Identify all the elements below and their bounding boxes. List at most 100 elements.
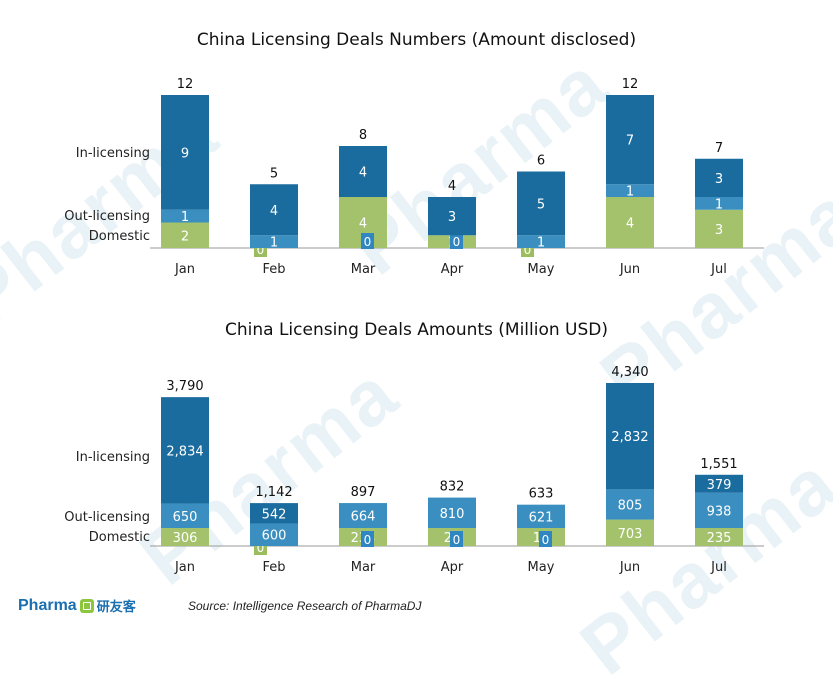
data-label: 1 xyxy=(715,197,723,212)
total-label: 6 xyxy=(537,154,545,169)
bar-segment xyxy=(606,383,654,490)
category-label: Jul xyxy=(710,262,727,277)
total-label: 1,551 xyxy=(700,457,737,472)
data-label: 306 xyxy=(173,531,198,546)
total-label: 5 xyxy=(270,166,278,181)
legend-label: Out-licensing xyxy=(64,510,150,525)
data-label: 3 xyxy=(448,210,456,225)
data-label: 4 xyxy=(359,217,367,232)
data-label: 2,832 xyxy=(611,430,648,445)
data-label: 235 xyxy=(707,531,732,546)
bar-segment xyxy=(606,519,654,546)
category-label: Feb xyxy=(262,262,285,277)
total-label: 8 xyxy=(359,128,367,143)
bar-segment xyxy=(161,209,209,223)
legend-label: Domestic xyxy=(89,229,150,244)
legend-label: In-licensing xyxy=(76,450,150,465)
bar-segment xyxy=(161,528,209,546)
data-label: 664 xyxy=(351,510,376,525)
logo-icon xyxy=(79,598,94,613)
chart-title: China Licensing Deals Amounts (Million U… xyxy=(224,320,609,340)
bar-segment xyxy=(695,158,743,197)
zero-badge xyxy=(361,531,374,547)
logo-text: Pharma xyxy=(18,596,77,614)
data-label: 3 xyxy=(715,172,723,187)
data-label: 0 xyxy=(257,243,265,257)
total-label: 3,790 xyxy=(166,379,203,394)
total-label: 897 xyxy=(351,485,376,500)
category-label: May xyxy=(528,262,555,277)
data-label: 3 xyxy=(715,223,723,238)
category-label: Apr xyxy=(441,262,464,277)
bar-segment xyxy=(606,489,654,520)
data-label: 5 xyxy=(537,197,545,212)
zero-badge xyxy=(361,233,374,249)
category-label: Jul xyxy=(710,560,727,575)
logo-cn-text: 研友客 xyxy=(96,600,136,615)
data-label: 703 xyxy=(618,527,643,542)
bar-segment xyxy=(695,492,743,528)
bar-segment xyxy=(695,528,743,546)
data-label: 0 xyxy=(257,541,265,555)
data-label: 542 xyxy=(262,507,287,522)
bar-segment xyxy=(161,503,209,528)
bar-segment xyxy=(250,523,298,546)
logo: Pharma 研友客 xyxy=(18,596,136,616)
data-label: 938 xyxy=(707,504,732,519)
chart-title: China Licensing Deals Numbers (Amount di… xyxy=(196,30,637,50)
infographic: Pharma Pharma Pharma Pharma Pharma China… xyxy=(0,30,833,692)
data-label: 7 xyxy=(626,134,634,149)
category-label: Jan xyxy=(174,560,195,575)
data-label: 621 xyxy=(529,510,554,525)
data-label: 810 xyxy=(440,507,465,522)
category-label: May xyxy=(528,560,555,575)
data-label: 805 xyxy=(618,498,643,513)
data-label: 1 xyxy=(626,185,634,200)
bar-segment xyxy=(339,146,387,197)
data-label: 2 xyxy=(181,229,189,244)
category-label: Jun xyxy=(619,560,640,575)
bar-segment xyxy=(428,497,476,528)
total-label: 4 xyxy=(448,179,456,194)
zero-badge xyxy=(450,233,463,249)
data-label: 0 xyxy=(542,533,550,547)
bar-segment xyxy=(517,171,565,236)
data-label: 4 xyxy=(359,166,367,181)
data-label: 650 xyxy=(173,510,198,525)
data-label: 1 xyxy=(181,210,189,225)
category-label: Jun xyxy=(619,262,640,277)
data-label: 600 xyxy=(262,529,287,544)
data-label: 0 xyxy=(364,533,372,547)
bar-segment xyxy=(606,197,654,248)
bar-segment xyxy=(161,222,209,248)
bar-segment xyxy=(161,95,209,210)
bar-segment xyxy=(161,397,209,504)
data-label: 0 xyxy=(453,235,461,249)
data-label: 4 xyxy=(270,204,278,219)
bar-segment xyxy=(250,503,298,524)
bar-segment xyxy=(517,235,565,248)
legend-label: Out-licensing xyxy=(64,209,150,224)
bar-segment xyxy=(250,184,298,236)
legend-label: Domestic xyxy=(89,530,150,545)
total-label: 7 xyxy=(715,141,723,156)
total-label: 633 xyxy=(529,487,554,502)
charts-canvas: Domestic Out-licensing In-licensing 2 1 9 12 Ja… xyxy=(64,77,764,575)
data-label: 4 xyxy=(626,217,634,232)
data-label: 1 xyxy=(537,236,545,251)
total-label: 12 xyxy=(622,77,639,92)
legend-label: In-licensing xyxy=(76,146,150,161)
data-label: 379 xyxy=(707,478,732,493)
bar-segment xyxy=(695,209,743,248)
total-label: 832 xyxy=(440,480,465,495)
bar-segment xyxy=(250,235,298,248)
data-label: 9 xyxy=(181,146,189,161)
zero-badge xyxy=(539,531,552,547)
bar-segment xyxy=(695,474,743,493)
data-label: 1 xyxy=(270,236,278,251)
category-label: Jan xyxy=(174,262,195,277)
bar-segment xyxy=(695,197,743,210)
data-label: 0 xyxy=(524,243,532,257)
data-label: 2,834 xyxy=(166,444,203,459)
bar-segment xyxy=(339,503,387,528)
